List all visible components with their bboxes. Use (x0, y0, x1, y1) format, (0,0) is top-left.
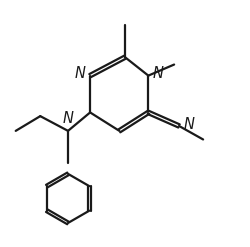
Text: N: N (62, 111, 74, 126)
Text: N: N (153, 66, 164, 81)
Text: N: N (75, 66, 86, 81)
Text: N: N (184, 117, 194, 132)
